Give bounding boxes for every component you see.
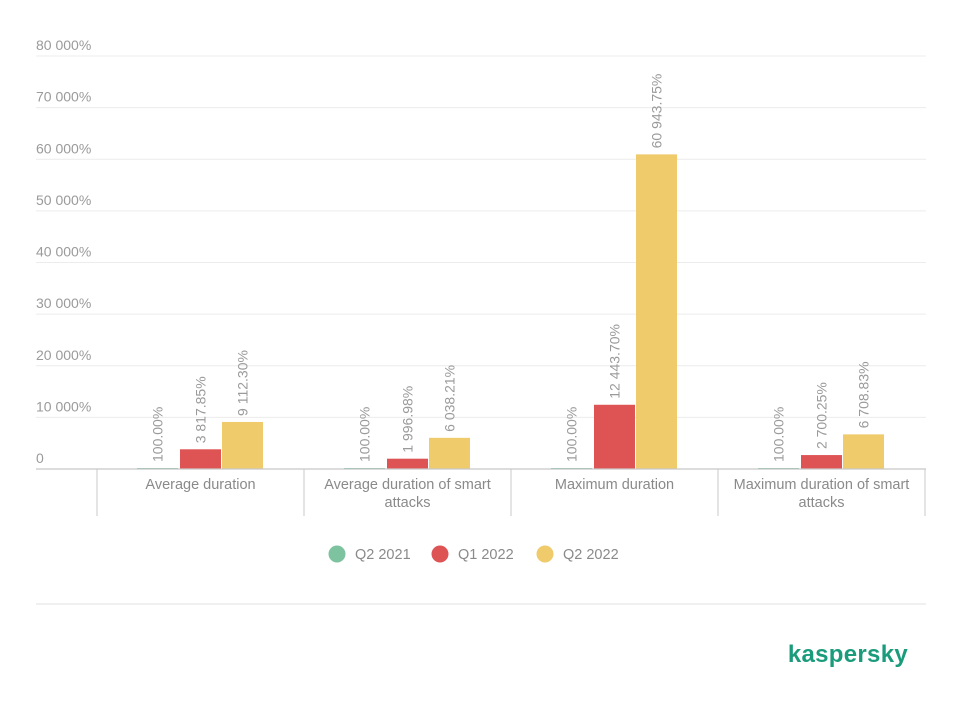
data-label: 1 996.98% [400, 386, 416, 453]
data-label: 3 817.85% [193, 376, 209, 443]
data-label: 6 038.21% [442, 365, 458, 432]
y-tick-label: 10 000% [36, 398, 91, 414]
data-label: 100.00% [564, 407, 580, 462]
bar [801, 455, 842, 469]
y-tick-label: 80 000% [36, 37, 91, 53]
gridlines [36, 55, 926, 418]
data-label: 60 943.75% [649, 74, 665, 149]
x-axis [36, 468, 926, 516]
legend-label: Q2 2021 [355, 547, 411, 563]
category-label: Maximum duration [555, 477, 674, 493]
bars [137, 154, 884, 470]
category-label-line: Maximum duration [555, 477, 674, 493]
bar [429, 437, 470, 469]
category-label-line: Average duration of smart [324, 477, 491, 493]
y-tick-label: 40 000% [36, 244, 91, 260]
legend-marker [328, 545, 346, 563]
category-label: Average duration [145, 477, 255, 493]
y-tick-label: 70 000% [36, 89, 91, 105]
category-label: Average duration of smart attacks [324, 477, 491, 511]
bar [222, 421, 263, 469]
legend: Q2 2021 Q1 2022 Q2 2022 [328, 545, 619, 563]
data-labels: 100.00% 3 817.85% 9 112.30% 100.00% 1 996.98… [150, 74, 872, 462]
bar [843, 434, 884, 469]
bar [636, 154, 677, 470]
kaspersky-logo: kaspersky [788, 641, 908, 668]
data-label: 12 443.70% [607, 324, 623, 399]
y-tick-label: 50 000% [36, 192, 91, 208]
data-label: 100.00% [150, 407, 166, 462]
bar [594, 404, 635, 469]
bar [387, 458, 428, 469]
legend-label: Q1 2022 [458, 547, 514, 563]
category-label-line: Average duration [145, 477, 255, 493]
y-tick-label: 60 000% [36, 140, 91, 156]
legend-label: Q2 2022 [563, 547, 619, 563]
data-label: 9 112.30% [235, 350, 251, 416]
category-label-line: attacks [799, 495, 845, 511]
legend-marker [536, 545, 554, 563]
category-label-line: attacks [385, 495, 431, 511]
legend-marker [431, 545, 449, 563]
x-axis-category-labels: Average duration Average duration of smar… [145, 477, 909, 511]
y-axis-tick-labels: 0 10 000% 20 000% 30 000% 40 000% 50 000% 60 0… [36, 37, 91, 466]
y-tick-label: 0 [36, 450, 44, 466]
data-label: 2 700.25% [814, 382, 830, 449]
data-label: 100.00% [357, 407, 373, 462]
data-label: 100.00% [771, 407, 787, 462]
y-tick-label: 30 000% [36, 295, 91, 311]
y-tick-label: 20 000% [36, 347, 91, 363]
data-label: 6 708.83% [856, 361, 872, 428]
category-label-line: Maximum duration of smart [734, 477, 910, 493]
category-label: Maximum duration of smart attacks [734, 477, 910, 511]
bar [180, 449, 221, 469]
